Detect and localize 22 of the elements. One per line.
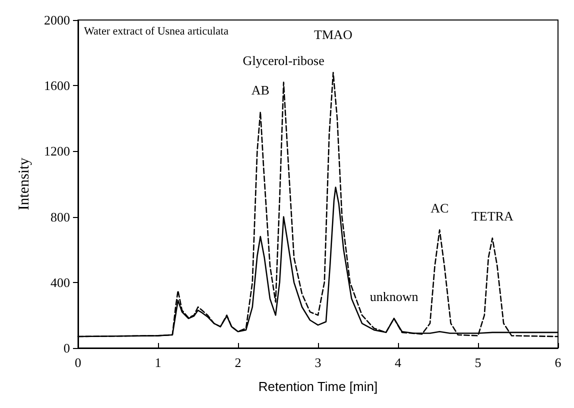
x-tick-label: 5	[474, 355, 482, 370]
annotation: TETRA	[471, 208, 514, 224]
annotation: AB	[251, 82, 270, 98]
x-axis-title: Retention Time [min]	[258, 379, 378, 394]
annotation: Glycerol-ribose	[242, 52, 325, 68]
y-tick-label: 1600	[44, 78, 70, 94]
y-tick-label: 0	[64, 340, 70, 356]
annotation: TMAO	[314, 26, 352, 42]
y-tick-label: 400	[50, 274, 70, 290]
x-tick-label: 3	[314, 355, 322, 370]
y-tick-label: 2000	[44, 12, 70, 28]
annotation: AC	[430, 200, 449, 216]
x-tick-label: 1	[154, 355, 162, 370]
x-tick-label: 6	[554, 355, 562, 370]
annotation: Water extract of Usnea articulata	[84, 26, 229, 38]
x-tick-label: 4	[394, 355, 402, 370]
x-tick-label: 2	[234, 355, 242, 370]
y-tick-label: 800	[50, 209, 70, 224]
x-tick-label: 0	[74, 355, 82, 370]
y-tick-label: 1200	[44, 144, 70, 159]
annotation: unknown	[370, 288, 419, 304]
y-axis-title: Intensity	[16, 157, 32, 210]
